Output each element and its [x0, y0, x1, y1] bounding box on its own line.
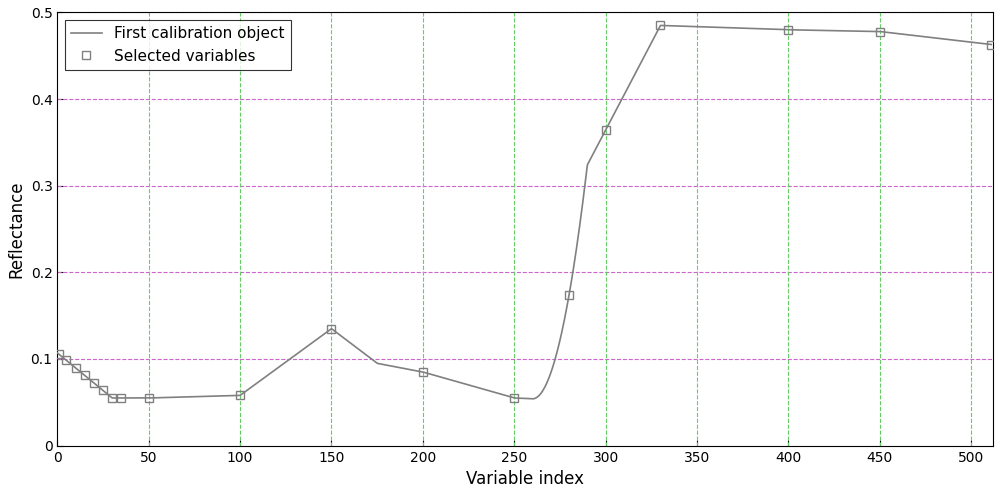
Legend: First calibration object, Selected variables: First calibration object, Selected varia… — [65, 20, 290, 70]
Y-axis label: Reflectance: Reflectance — [7, 180, 25, 278]
X-axis label: Variable index: Variable index — [466, 470, 584, 488]
